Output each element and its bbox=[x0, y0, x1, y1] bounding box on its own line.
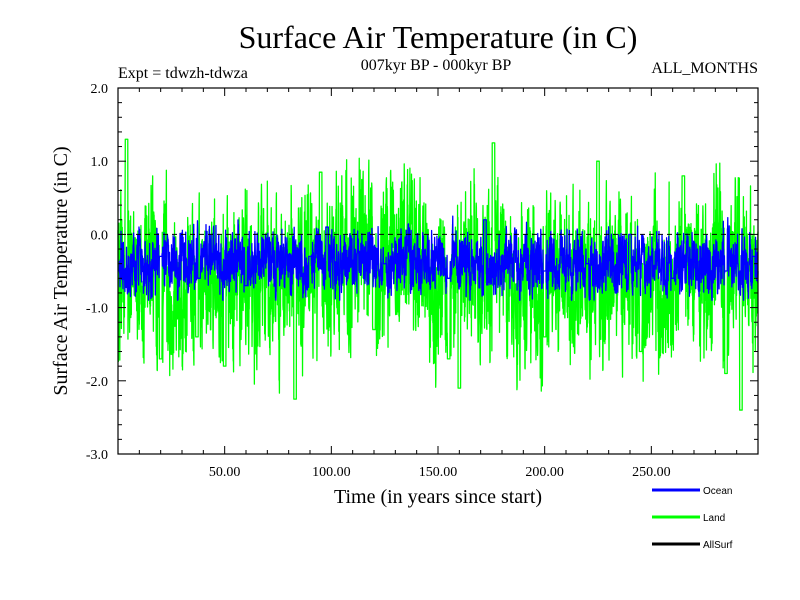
period-label: ALL_MONTHS bbox=[651, 60, 758, 77]
legend-item-allsurf: AllSurf bbox=[652, 540, 733, 551]
x-tick-label: 150.00 bbox=[419, 465, 458, 480]
x-tick-label: 100.00 bbox=[312, 465, 351, 480]
y-tick-label: 0.0 bbox=[91, 228, 109, 243]
series-line-ocean bbox=[117, 215, 759, 301]
plot-area bbox=[117, 138, 759, 411]
y-axis-label: Surface Air Temperature (in C) bbox=[50, 146, 72, 395]
x-axis-label: Time (in years since start) bbox=[334, 486, 542, 508]
y-tick-label: 1.0 bbox=[91, 155, 109, 170]
legend-item-ocean: Ocean bbox=[652, 486, 732, 497]
legend: Ocean Land AllSurf bbox=[652, 486, 733, 551]
y-tick-label: -1.0 bbox=[86, 302, 108, 317]
axes: 50.00 100.00 150.00 200.00 250.00 -3.0 -2.0 -1.… bbox=[86, 82, 758, 480]
legend-label: Land bbox=[703, 513, 725, 524]
y-tick-label: -2.0 bbox=[86, 375, 108, 390]
chart-subtitle: 007kyr BP - 000kyr BP bbox=[361, 57, 512, 74]
legend-label: Ocean bbox=[703, 486, 732, 497]
legend-label: AllSurf bbox=[703, 540, 733, 551]
y-tick-label: -3.0 bbox=[86, 448, 108, 463]
y-tick-label: 2.0 bbox=[91, 82, 109, 97]
chart-title: Surface Air Temperature (in C) bbox=[239, 19, 638, 55]
x-tick-label: 250.00 bbox=[632, 465, 671, 480]
experiment-label: Expt = tdwzh-tdwza bbox=[118, 65, 248, 82]
legend-item-land: Land bbox=[652, 513, 725, 524]
x-tick-label: 200.00 bbox=[525, 465, 564, 480]
x-tick-label: 50.00 bbox=[209, 465, 241, 480]
